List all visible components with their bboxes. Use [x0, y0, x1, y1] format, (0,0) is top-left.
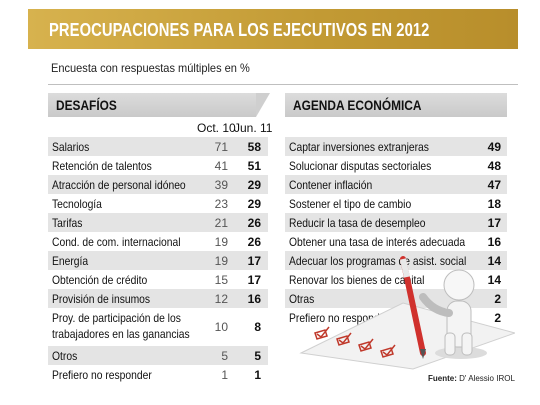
table-row: Provisión de insumos 12 16 [48, 289, 268, 308]
value-oct10: 39 [214, 178, 228, 192]
checkbox-list [314, 326, 396, 358]
row-label: Reducir la tasa de desempleo [289, 216, 426, 230]
table-row: Contener inflación 47 [285, 175, 507, 194]
row-label: Retención de talentos [52, 159, 152, 173]
table-row: Sostener el tipo de cambio 18 [285, 194, 507, 213]
infographic: PREOCUPACIONES PARA LOS EJECUTIVOS EN 20… [28, 9, 518, 391]
value-oct10: 23 [214, 197, 228, 211]
row-label: Obtener una tasa de interés adecuada [289, 235, 466, 249]
table-row: Renovar los bienes de capital 14 [285, 270, 507, 289]
row-label: Renovar los bienes de capital [289, 273, 425, 287]
table-row: Otros 5 5 [48, 346, 268, 365]
page-title: PREOCUPACIONES PARA LOS EJECUTIVOS EN 20… [49, 20, 430, 40]
value-oct10: 10 [214, 320, 228, 334]
table-row: Reducir la tasa de desempleo 17 [285, 213, 507, 232]
value-oct10: 21 [214, 216, 228, 230]
table-row: Atracción de personal idóneo 39 29 [48, 175, 268, 194]
table-row: Solucionar disputas sectoriales 48 [285, 156, 507, 175]
table-row: Retención de talentos 41 51 [48, 156, 268, 175]
value-oct10: 71 [214, 140, 228, 154]
paper-sheet [299, 302, 515, 370]
table-row: Obtención de crédito 15 17 [48, 270, 268, 289]
value-oct10: 19 [214, 235, 228, 249]
value-jun11: 17 [247, 254, 261, 268]
row-value: 2 [494, 311, 501, 325]
value-jun11: 26 [247, 235, 261, 249]
section-header-desafios: DESAFÍOS [48, 93, 270, 117]
row-value: 14 [487, 273, 501, 287]
row-label: Prefiero no responder [289, 311, 389, 325]
figure-character [419, 269, 487, 359]
row-label: Prefiero no responder [52, 368, 152, 382]
row-value: 16 [487, 235, 501, 249]
table-row: Tarifas 21 26 [48, 213, 268, 232]
table-row: Prefiero no responder 1 1 [48, 365, 268, 384]
row-label: Solucionar disputas sectoriales [289, 159, 432, 173]
row-value: 47 [487, 178, 501, 192]
source-note: Fuente: D' Alessio IROL [428, 374, 515, 383]
row-label: Tarifas [52, 216, 83, 230]
value-oct10: 12 [214, 292, 228, 306]
section-title-agenda: AGENDA ECONÓMICA [293, 97, 422, 113]
value-jun11: 8 [254, 320, 261, 334]
column-header-jun11: Jun. 11 [234, 121, 273, 135]
row-label: Salarios [52, 140, 90, 154]
row-label: Cond. de com. internacional [52, 235, 181, 249]
source-label: Fuente: [428, 374, 457, 383]
column-header-oct10: Oct. 10 [197, 121, 236, 135]
value-jun11: 51 [247, 159, 261, 173]
pencil [400, 256, 426, 359]
value-oct10: 5 [221, 349, 228, 363]
row-label: Atracción de personal idóneo [52, 178, 186, 192]
row-value: 18 [487, 197, 501, 211]
row-label: Tecnología [52, 197, 102, 211]
table-row: Obtener una tasa de interés adecuada 16 [285, 232, 507, 251]
subtitle: Encuesta con respuestas múltiples en % [51, 61, 250, 75]
table-row: Proy. de participación de los trabajador… [48, 308, 268, 346]
row-label: Provisión de insumos [52, 292, 151, 306]
table-row: Salarios 71 58 [48, 137, 268, 156]
row-value: 48 [487, 159, 501, 173]
value-oct10: 41 [214, 159, 228, 173]
source-text: D' Alessio IROL [459, 374, 515, 383]
value-oct10: 1 [221, 368, 228, 382]
divider [48, 84, 518, 85]
value-jun11: 17 [247, 273, 261, 287]
row-label: Adecuar los programas de asist. social [289, 254, 467, 268]
survey-illustration [299, 256, 515, 370]
value-oct10: 19 [214, 254, 228, 268]
value-jun11: 29 [247, 178, 261, 192]
row-label: Energía [52, 254, 89, 268]
table-row: Energía 19 17 [48, 251, 268, 270]
table-row: Prefiero no responder 2 [285, 308, 507, 327]
row-label: Contener inflación [289, 178, 373, 192]
row-label: Proy. de participación de los trabajador… [52, 311, 190, 341]
value-jun11: 1 [254, 368, 261, 382]
row-value: 17 [487, 216, 501, 230]
row-value: 2 [494, 292, 501, 306]
value-jun11: 58 [247, 140, 261, 154]
row-value: 49 [487, 140, 501, 154]
table-row: Captar inversiones extranjeras 49 [285, 137, 507, 156]
row-label: Otros [52, 349, 78, 363]
value-oct10: 15 [214, 273, 228, 287]
row-value: 14 [487, 254, 501, 268]
table-row: Adecuar los programas de asist. social 14 [285, 251, 507, 270]
table-row: Tecnología 23 29 [48, 194, 268, 213]
row-label: Captar inversiones extranjeras [289, 140, 429, 154]
row-label: Obtención de crédito [52, 273, 148, 287]
section-header-agenda: AGENDA ECONÓMICA [285, 93, 507, 117]
value-jun11: 5 [254, 349, 261, 363]
value-jun11: 16 [247, 292, 261, 306]
row-label: Sostener el tipo de cambio [289, 197, 412, 211]
table-row: Cond. de com. internacional 19 26 [48, 232, 268, 251]
value-jun11: 29 [247, 197, 261, 211]
header-notch [256, 93, 270, 117]
value-jun11: 26 [247, 216, 261, 230]
row-label: Otras [289, 292, 315, 306]
section-title-desafios: DESAFÍOS [56, 97, 117, 113]
title-bar: PREOCUPACIONES PARA LOS EJECUTIVOS EN 20… [28, 9, 518, 49]
